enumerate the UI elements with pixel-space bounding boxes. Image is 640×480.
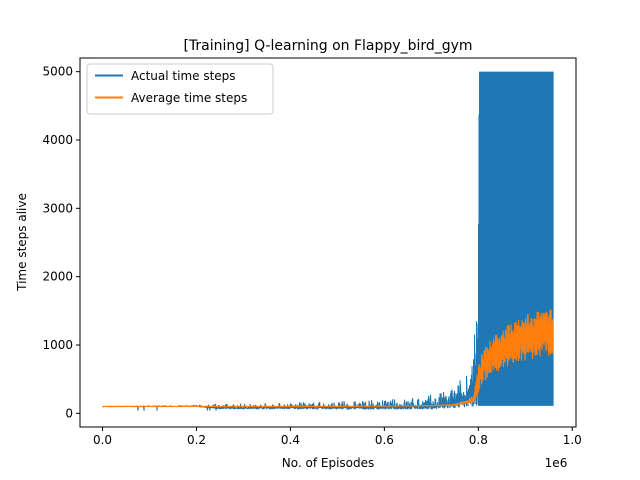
- y-tick-label: 4000: [42, 133, 73, 147]
- legend-label-actual-time-steps: Actual time steps: [131, 69, 236, 83]
- legend-box: [86, 63, 274, 115]
- axes-frame: [79, 57, 577, 428]
- y-tick-label: 5000: [42, 65, 73, 79]
- x-tick-label: 0.6: [375, 433, 394, 447]
- x-tick-label: 0.8: [469, 433, 488, 447]
- x-axis-ticks: 0.0 0.2 0.4 0.6 0.8 1.0: [93, 427, 582, 447]
- x-tick-label: 0.2: [187, 433, 206, 447]
- y-tick-label: 0: [65, 406, 73, 420]
- plot-area: [101, 71, 554, 411]
- y-axis-ticks: 0 1000 2000 3000 4000 5000: [42, 65, 80, 420]
- legend-label-average-time-steps: Average time steps: [131, 91, 247, 105]
- y-axis-label: Time steps alive: [15, 193, 29, 292]
- y-tick-label: 3000: [42, 201, 73, 215]
- legend: Actual time steps Average time steps: [86, 63, 274, 115]
- x-axis-label: No. of Episodes: [282, 456, 375, 470]
- y-tick-label: 2000: [42, 270, 73, 284]
- x-tick-label: 1.0: [563, 433, 582, 447]
- x-tick-label: 0.4: [281, 433, 300, 447]
- x-axis-offset-label: 1e6: [545, 456, 568, 470]
- series-line-average-time-steps: [101, 309, 554, 408]
- chart-title: [Training] Q-learning on Flappy_bird_gym: [183, 38, 472, 54]
- y-tick-label: 1000: [42, 338, 73, 352]
- x-tick-label: 0.0: [93, 433, 112, 447]
